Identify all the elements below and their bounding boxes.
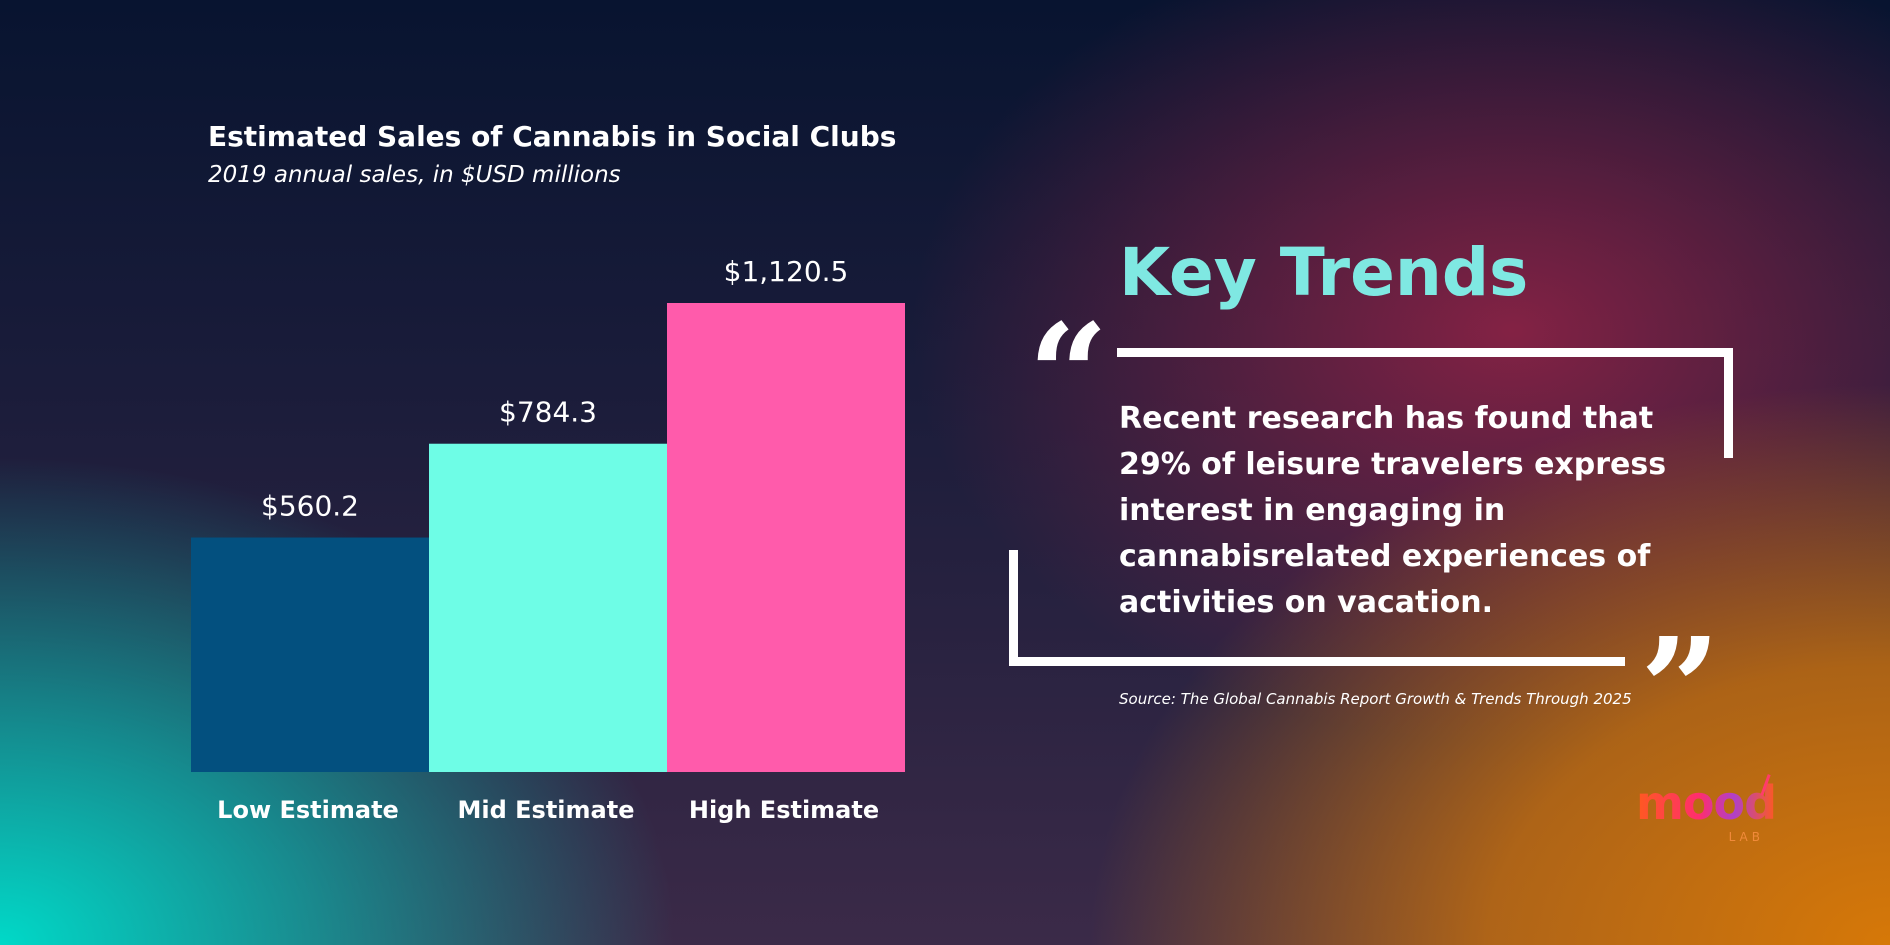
mood-lab-logo: mood LAB: [1636, 774, 1777, 850]
key-trends-title: Key Trends: [1119, 234, 1529, 311]
source-note: Source: The Global Cannabis Report Growt…: [1119, 690, 1632, 708]
quote-text: Recent research has found that 29% of le…: [1119, 401, 1667, 620]
chart-subtitle: 2019 annual sales, in $USD millions: [208, 162, 621, 188]
category-label: High Estimate: [689, 796, 879, 824]
bar-mid-estimate: [429, 443, 667, 772]
quote-bracket-top: [1117, 348, 1733, 458]
bar-chart: $560.2 Low Estimate $784.3 Mid Estimate $1,1…: [191, 255, 905, 824]
chart-title: Estimated Sales of Cannabis in Social Cl…: [208, 120, 897, 153]
open-quote-icon: “: [1028, 294, 1109, 458]
bar-low-estimate: [191, 537, 429, 772]
data-label: $560.2: [261, 490, 359, 523]
close-quote-icon: ”: [1640, 608, 1721, 772]
quote-bracket-bottom: [1009, 550, 1625, 666]
data-label: $1,120.5: [724, 255, 849, 288]
category-label: Low Estimate: [217, 796, 399, 824]
category-label: Mid Estimate: [458, 796, 635, 824]
logo-sub: LAB: [1728, 830, 1764, 844]
logo-word: mood: [1636, 776, 1777, 830]
bar-high-estimate: [667, 303, 905, 772]
data-label: $784.3: [499, 396, 597, 429]
